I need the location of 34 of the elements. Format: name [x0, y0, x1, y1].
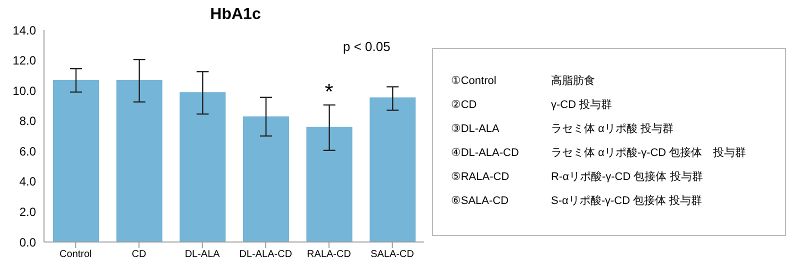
annotation: * — [324, 78, 334, 104]
bar — [116, 80, 162, 242]
text: ラセミ体 αリポ酸-γ-CD 包接体 投与群 — [551, 146, 746, 160]
y-tick-label: 12.0 — [12, 54, 36, 68]
x-tick-label: DL-ALA-CD — [239, 249, 292, 260]
text: ⑤RALA-CD — [451, 170, 510, 182]
x-tick-label: CD — [132, 249, 146, 260]
y-tick-label: 14.0 — [12, 23, 36, 38]
y-tick-label: 10.0 — [12, 84, 36, 98]
text: ⑥SALA-CD — [451, 194, 510, 206]
annotation: p < 0.05 — [343, 39, 390, 54]
text: ③DL-ALA — [451, 122, 500, 134]
text: 高脂肪食 — [551, 74, 595, 88]
bar — [370, 97, 416, 242]
x-tick-label: DL-ALA — [184, 249, 220, 260]
text: ④DL-ALA-CD — [451, 146, 520, 158]
y-tick-label: 6.0 — [19, 144, 36, 158]
text: ②CD — [451, 98, 478, 110]
bar — [53, 80, 99, 242]
bar — [180, 92, 226, 242]
text: R-αリポ酸-γ-CD 包接体 投与群 — [551, 170, 703, 184]
x-tick-label: RALA-CD — [307, 249, 351, 260]
bar — [306, 126, 352, 242]
text: ラセミ体 αリポ酸 投与群 — [551, 122, 674, 136]
text: ①Control — [451, 74, 498, 86]
y-tick-label: 0.0 — [19, 235, 36, 250]
bar — [243, 116, 289, 242]
text: γ-CD 投与群 — [551, 98, 612, 112]
y-tick-label: 8.0 — [19, 114, 36, 128]
y-tick-label: 2.0 — [19, 204, 36, 219]
y-tick-label: 4.0 — [19, 174, 36, 189]
x-tick-label: SALA-CD — [370, 249, 414, 260]
text: S-αリポ酸-γ-CD 包接体 投与群 — [551, 194, 702, 208]
x-tick-label: Control — [60, 249, 92, 260]
